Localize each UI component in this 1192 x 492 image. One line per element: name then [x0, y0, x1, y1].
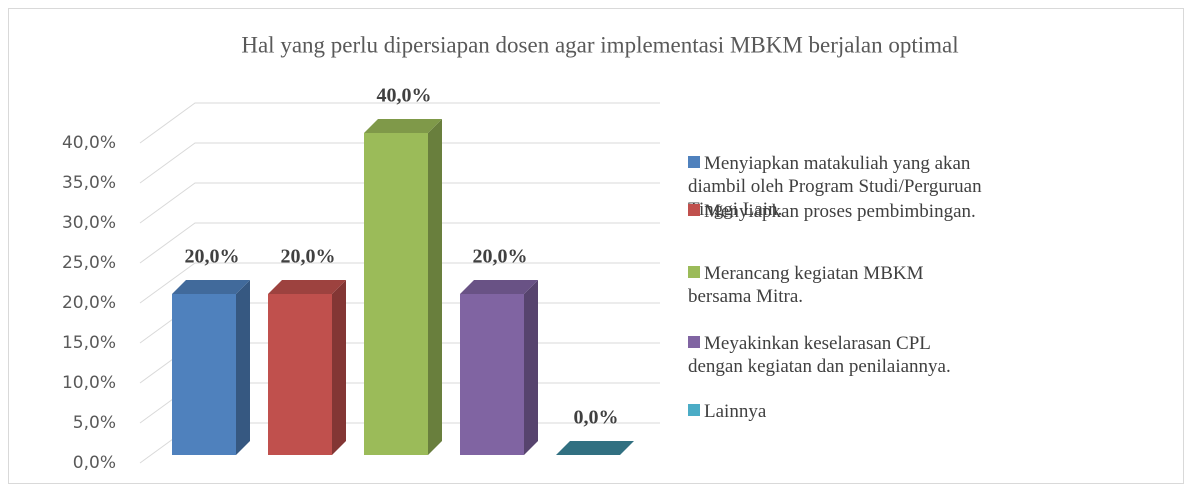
legend-label: Menyiapkan proses pembimbingan.	[704, 201, 976, 222]
grid-line	[139, 142, 660, 184]
y-tick-label: 10,0%	[62, 373, 116, 393]
bar-front	[268, 294, 332, 455]
grid-line	[139, 182, 660, 224]
y-tick-label: 40,0%	[62, 133, 116, 153]
bar	[172, 280, 250, 455]
bar-top	[364, 119, 442, 133]
data-label: 20,0%	[185, 246, 240, 268]
legend-label: Merancang kegiatan MBKM bersama Mitra.	[688, 263, 924, 307]
legend-entry: Meyakinkan keselarasan CPL dengan kegiat…	[688, 332, 988, 378]
legend-swatch	[688, 404, 700, 416]
bar-front	[364, 133, 428, 455]
bar	[268, 280, 346, 455]
chart-title: Hal yang perlu dipersiapan dosen agar im…	[241, 32, 958, 57]
data-label: 20,0%	[473, 246, 528, 268]
legend-entry: Menyiapkan matakuliah yang akan diambil …	[688, 152, 988, 221]
bar-front	[172, 294, 236, 455]
y-tick-label: 5,0%	[73, 413, 116, 433]
y-tick-label: 35,0%	[62, 173, 116, 193]
bar-side	[428, 119, 442, 455]
legend-swatch	[688, 336, 700, 348]
bar	[364, 119, 442, 455]
y-tick-label: 15,0%	[62, 333, 116, 353]
bar-side	[236, 280, 250, 455]
grid-line	[139, 262, 660, 304]
y-tick-label: 20,0%	[62, 293, 116, 313]
bar-top	[172, 280, 250, 294]
legend-label: Lainnya	[704, 401, 767, 422]
legend-label: Menyiapkan matakuliah yang akan diambil …	[688, 153, 982, 220]
bar-side	[524, 280, 538, 455]
grid-line	[139, 102, 660, 144]
y-tick-label: 25,0%	[62, 253, 116, 273]
y-tick-label: 30,0%	[62, 213, 116, 233]
bar-top	[556, 441, 634, 455]
bar-front	[460, 294, 524, 455]
bar	[460, 280, 538, 455]
y-tick-label: 0,0%	[73, 453, 116, 473]
data-label: 20,0%	[281, 246, 336, 268]
legend-entry: Lainnya	[688, 400, 988, 423]
data-label: 40,0%	[377, 85, 432, 107]
grid-line	[139, 222, 660, 264]
data-label: 0,0%	[574, 407, 619, 429]
legend-swatch	[688, 266, 700, 278]
legend-label: Meyakinkan keselarasan CPL dengan kegiat…	[688, 333, 951, 377]
legend-swatch	[688, 204, 700, 216]
legend-entry: Merancang kegiatan MBKM bersama Mitra.	[688, 262, 988, 308]
bar-top	[268, 280, 346, 294]
legend-swatch	[688, 156, 700, 168]
bar	[556, 441, 634, 455]
legend-entry: Menyiapkan proses pembimbingan.	[688, 200, 988, 223]
bar-side	[332, 280, 346, 455]
bar-top	[460, 280, 538, 294]
